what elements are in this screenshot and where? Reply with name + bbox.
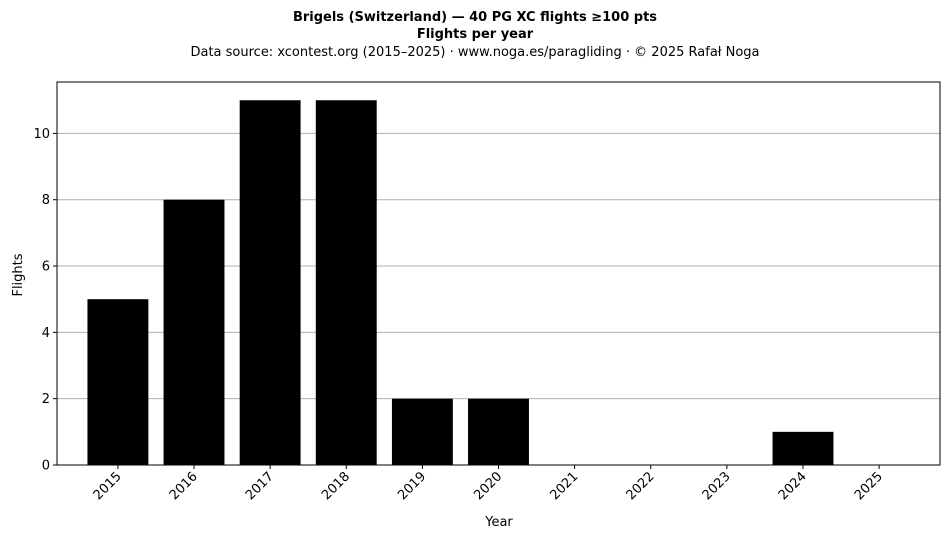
bar-2015	[87, 299, 149, 465]
bar-2017	[239, 100, 301, 465]
y-tick-label: 8	[42, 193, 50, 208]
x-tick-label: 2017	[243, 469, 277, 503]
chart-source: Data source: xcontest.org (2015–2025) · …	[190, 45, 759, 60]
x-tick-label: 2021	[547, 469, 581, 503]
x-tick-label: 2020	[471, 469, 505, 503]
x-tick-label: 2018	[319, 469, 353, 503]
bar-2024	[772, 431, 834, 465]
y-tick-label: 0	[42, 459, 50, 474]
y-tick-label: 6	[42, 260, 50, 275]
chart-title: Brigels (Switzerland) — 40 PG XC flights…	[293, 10, 657, 25]
y-axis-label: Flights	[11, 253, 26, 296]
chart-subtitle: Flights per year	[417, 27, 534, 42]
x-tick-label: 2022	[624, 469, 658, 503]
x-tick-label: 2025	[852, 469, 886, 503]
bar-layer	[87, 100, 834, 465]
bar-2020	[468, 398, 529, 465]
y-tick-label: 10	[33, 127, 50, 142]
x-tick-label: 2023	[700, 469, 734, 503]
bar-2016	[163, 199, 225, 465]
bar-2019	[391, 398, 453, 465]
y-tick-label: 4	[42, 326, 50, 341]
x-tick-label: 2019	[395, 469, 429, 503]
x-tick-label: 2016	[167, 469, 201, 503]
y-tick-label: 2	[42, 392, 50, 407]
x-axis-label: Year	[484, 515, 513, 530]
bar-2018	[315, 100, 377, 465]
x-tick-label: 2015	[91, 469, 125, 503]
x-tick-label: 2024	[776, 469, 810, 503]
